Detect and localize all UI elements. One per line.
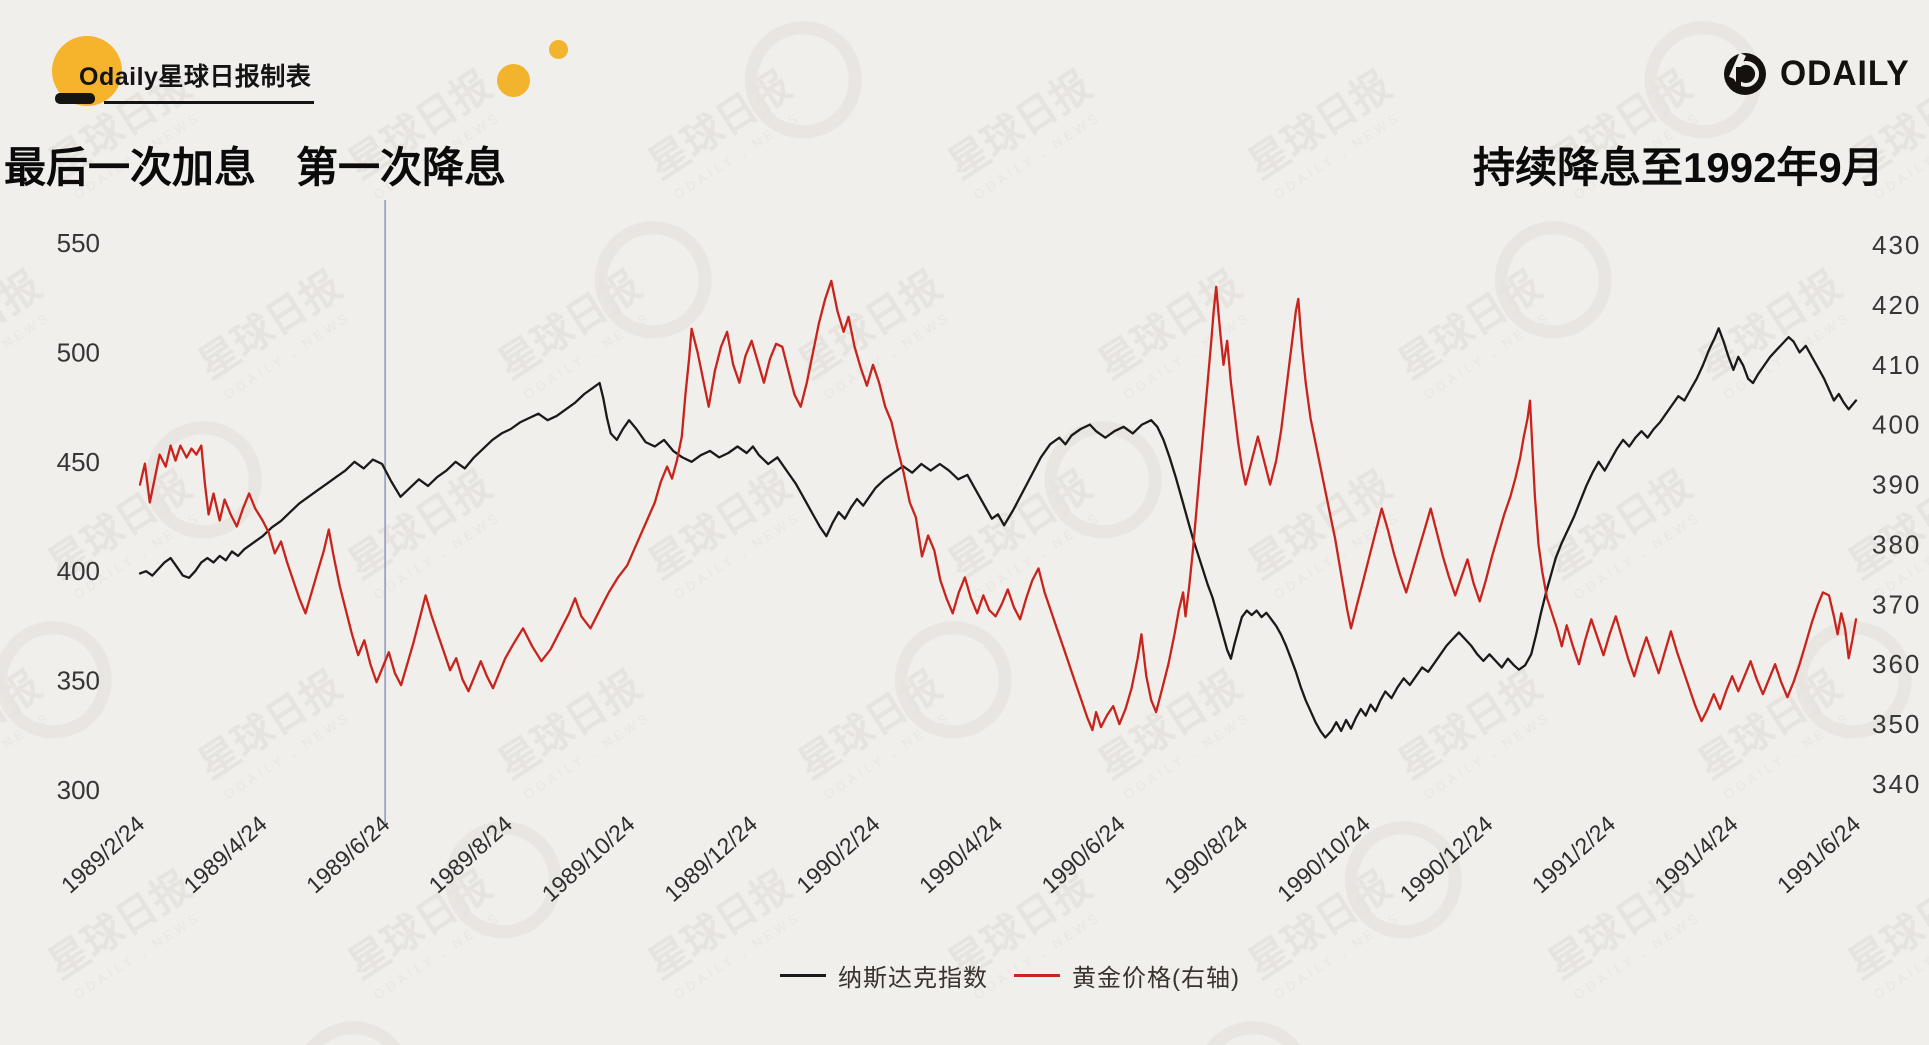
nasdaq-legend-label: 纳斯达克指数 — [838, 965, 988, 992]
gold-legend-label: 黄金价格(右轴) — [1072, 965, 1240, 992]
left-axis-tick-label: 450 — [57, 447, 100, 477]
odaily-logo-icon — [1724, 52, 1766, 95]
brand-divider-rule — [104, 101, 314, 104]
x-axis-tick-label: 1990/12/24 — [1395, 810, 1498, 906]
right-axis-tick-label: 340 — [1872, 769, 1921, 799]
x-axis-tick-label: 1991/2/24 — [1527, 810, 1621, 898]
x-axis-tick-label: 1991/6/24 — [1772, 810, 1866, 898]
odaily-wordmark: ODAILY — [1780, 54, 1910, 93]
x-axis-tick-label: 1990/4/24 — [914, 810, 1008, 898]
legend-item-nasdaq: 纳斯达克指数 — [780, 958, 988, 993]
x-axis-tick-label: 1991/4/24 — [1649, 810, 1743, 898]
nasdaq-series-line — [138, 327, 1858, 739]
annotation-last-rate-hike: 最后一次加息 — [4, 144, 257, 191]
right-axis-tick-label: 400 — [1872, 410, 1921, 440]
annotation-first-rate-cut: 第一次降息 — [296, 144, 507, 191]
left-axis-tick-label: 350 — [57, 666, 100, 696]
right-axis-tick-label: 390 — [1872, 470, 1921, 500]
annotation-continued-cuts: 持续降息至1992年9月 — [1473, 144, 1884, 191]
x-axis-tick-label: 1990/6/24 — [1036, 810, 1130, 898]
legend-item-gold: 黄金价格(右轴) — [1014, 958, 1240, 993]
x-axis-tick-label: 1989/2/24 — [56, 810, 150, 898]
left-axis-tick-label: 500 — [57, 337, 100, 367]
right-axis-tick-label: 370 — [1872, 589, 1921, 619]
right-axis-tick-label: 360 — [1872, 649, 1921, 679]
x-axis-tick-label: 1990/8/24 — [1159, 810, 1253, 898]
right-axis-tick-label: 350 — [1872, 709, 1921, 739]
x-axis-tick-label: 1989/12/24 — [659, 810, 762, 906]
gold-series-line — [138, 279, 1858, 732]
x-axis-tick-label: 1990/2/24 — [791, 810, 885, 898]
brand-lockup-text: Odaily星球日报制表 — [79, 63, 312, 91]
left-axis-tick-label: 300 — [57, 775, 100, 805]
x-axis-tick-label: 1989/6/24 — [301, 810, 395, 898]
left-axis-tick-label: 550 — [57, 228, 100, 258]
gold-line-swatch — [1014, 973, 1060, 978]
right-axis-tick-label: 430 — [1872, 230, 1921, 260]
chart-legend: 纳斯达克指数 黄金价格(右轴) — [700, 958, 1320, 993]
x-axis-tick-label: 1989/10/24 — [537, 810, 640, 906]
brand-dash-mark — [55, 93, 95, 104]
x-axis-tick-label: 1989/8/24 — [424, 810, 518, 898]
left-axis-tick-label: 400 — [57, 556, 100, 586]
x-axis-tick-label: 1989/4/24 — [178, 810, 272, 898]
decor-dot-small — [549, 40, 568, 59]
right-axis-tick-label: 420 — [1872, 290, 1921, 320]
x-axis-tick-label: 1990/10/24 — [1272, 810, 1375, 906]
right-axis-tick-label: 380 — [1872, 529, 1921, 559]
odaily-logo: ODAILY — [1722, 49, 1922, 99]
decor-dot-large — [497, 64, 530, 97]
nasdaq-line-swatch — [780, 973, 826, 978]
right-axis-tick-label: 410 — [1872, 350, 1921, 380]
